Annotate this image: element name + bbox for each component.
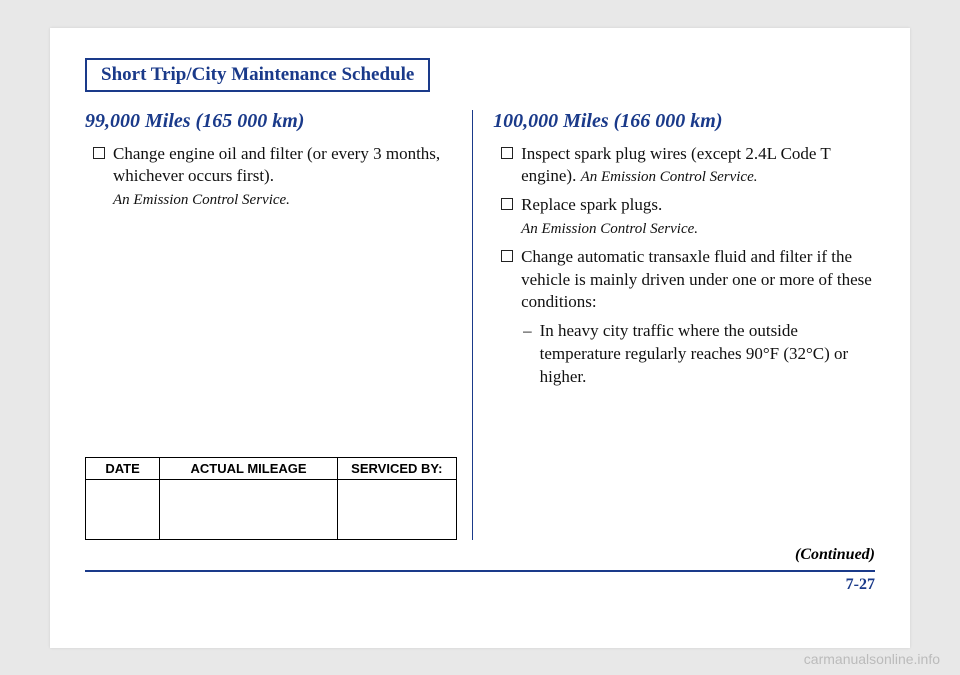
dash-icon: – bbox=[523, 320, 532, 389]
service-record-table: DATE ACTUAL MILEAGE SERVICED BY: bbox=[85, 457, 457, 540]
emission-note: An Emission Control Service. bbox=[113, 190, 452, 210]
table-header-mileage: ACTUAL MILEAGE bbox=[160, 457, 338, 479]
table-header-serviced: SERVICED BY: bbox=[338, 457, 457, 479]
page-title: Short Trip/City Maintenance Schedule bbox=[101, 64, 414, 85]
item-text: Replace spark plugs. An Emission Control… bbox=[521, 194, 698, 239]
checklist-item: Change automatic transaxle fluid and fil… bbox=[493, 246, 875, 315]
table-cell bbox=[338, 479, 457, 539]
item-main-text: Change automatic transaxle fluid and fil… bbox=[521, 247, 872, 312]
manual-page: Short Trip/City Maintenance Schedule 99,… bbox=[50, 28, 910, 648]
sub-bullet-text: In heavy city traffic where the outside … bbox=[540, 320, 875, 389]
table-header-date: DATE bbox=[86, 457, 160, 479]
left-column: 99,000 Miles (165 000 km) Change engine … bbox=[85, 110, 472, 540]
continued-label: (Continued) bbox=[85, 546, 875, 564]
title-box: Short Trip/City Maintenance Schedule bbox=[85, 58, 430, 92]
right-column: 100,000 Miles (166 000 km) Inspect spark… bbox=[472, 110, 875, 540]
item-text: Change engine oil and filter (or every 3… bbox=[113, 143, 452, 211]
item-text: Inspect spark plug wires (except 2.4L Co… bbox=[521, 143, 875, 189]
table-row bbox=[86, 479, 457, 539]
checkbox-icon bbox=[93, 147, 105, 159]
checkbox-icon bbox=[501, 250, 513, 262]
checklist-item: Change engine oil and filter (or every 3… bbox=[85, 143, 452, 211]
page-number: 7-27 bbox=[85, 576, 875, 594]
left-heading: 99,000 Miles (165 000 km) bbox=[85, 110, 452, 133]
content-columns: 99,000 Miles (165 000 km) Change engine … bbox=[85, 110, 875, 540]
emission-note-inline: An Emission Control Service. bbox=[581, 169, 758, 185]
checkbox-icon bbox=[501, 198, 513, 210]
table-cell bbox=[86, 479, 160, 539]
emission-note: An Emission Control Service. bbox=[521, 219, 698, 239]
item-text: Change automatic transaxle fluid and fil… bbox=[521, 246, 875, 315]
divider-line bbox=[85, 570, 875, 572]
watermark: carmanualsonline.info bbox=[804, 651, 940, 667]
checklist-item: Replace spark plugs. An Emission Control… bbox=[493, 194, 875, 239]
sub-bullet-item: – In heavy city traffic where the outsid… bbox=[493, 320, 875, 389]
item-main-text: Replace spark plugs. bbox=[521, 195, 662, 214]
item-main-text: Change engine oil and filter (or every 3… bbox=[113, 144, 440, 186]
checklist-item: Inspect spark plug wires (except 2.4L Co… bbox=[493, 143, 875, 189]
checkbox-icon bbox=[501, 147, 513, 159]
right-heading: 100,000 Miles (166 000 km) bbox=[493, 110, 875, 133]
table-cell bbox=[160, 479, 338, 539]
